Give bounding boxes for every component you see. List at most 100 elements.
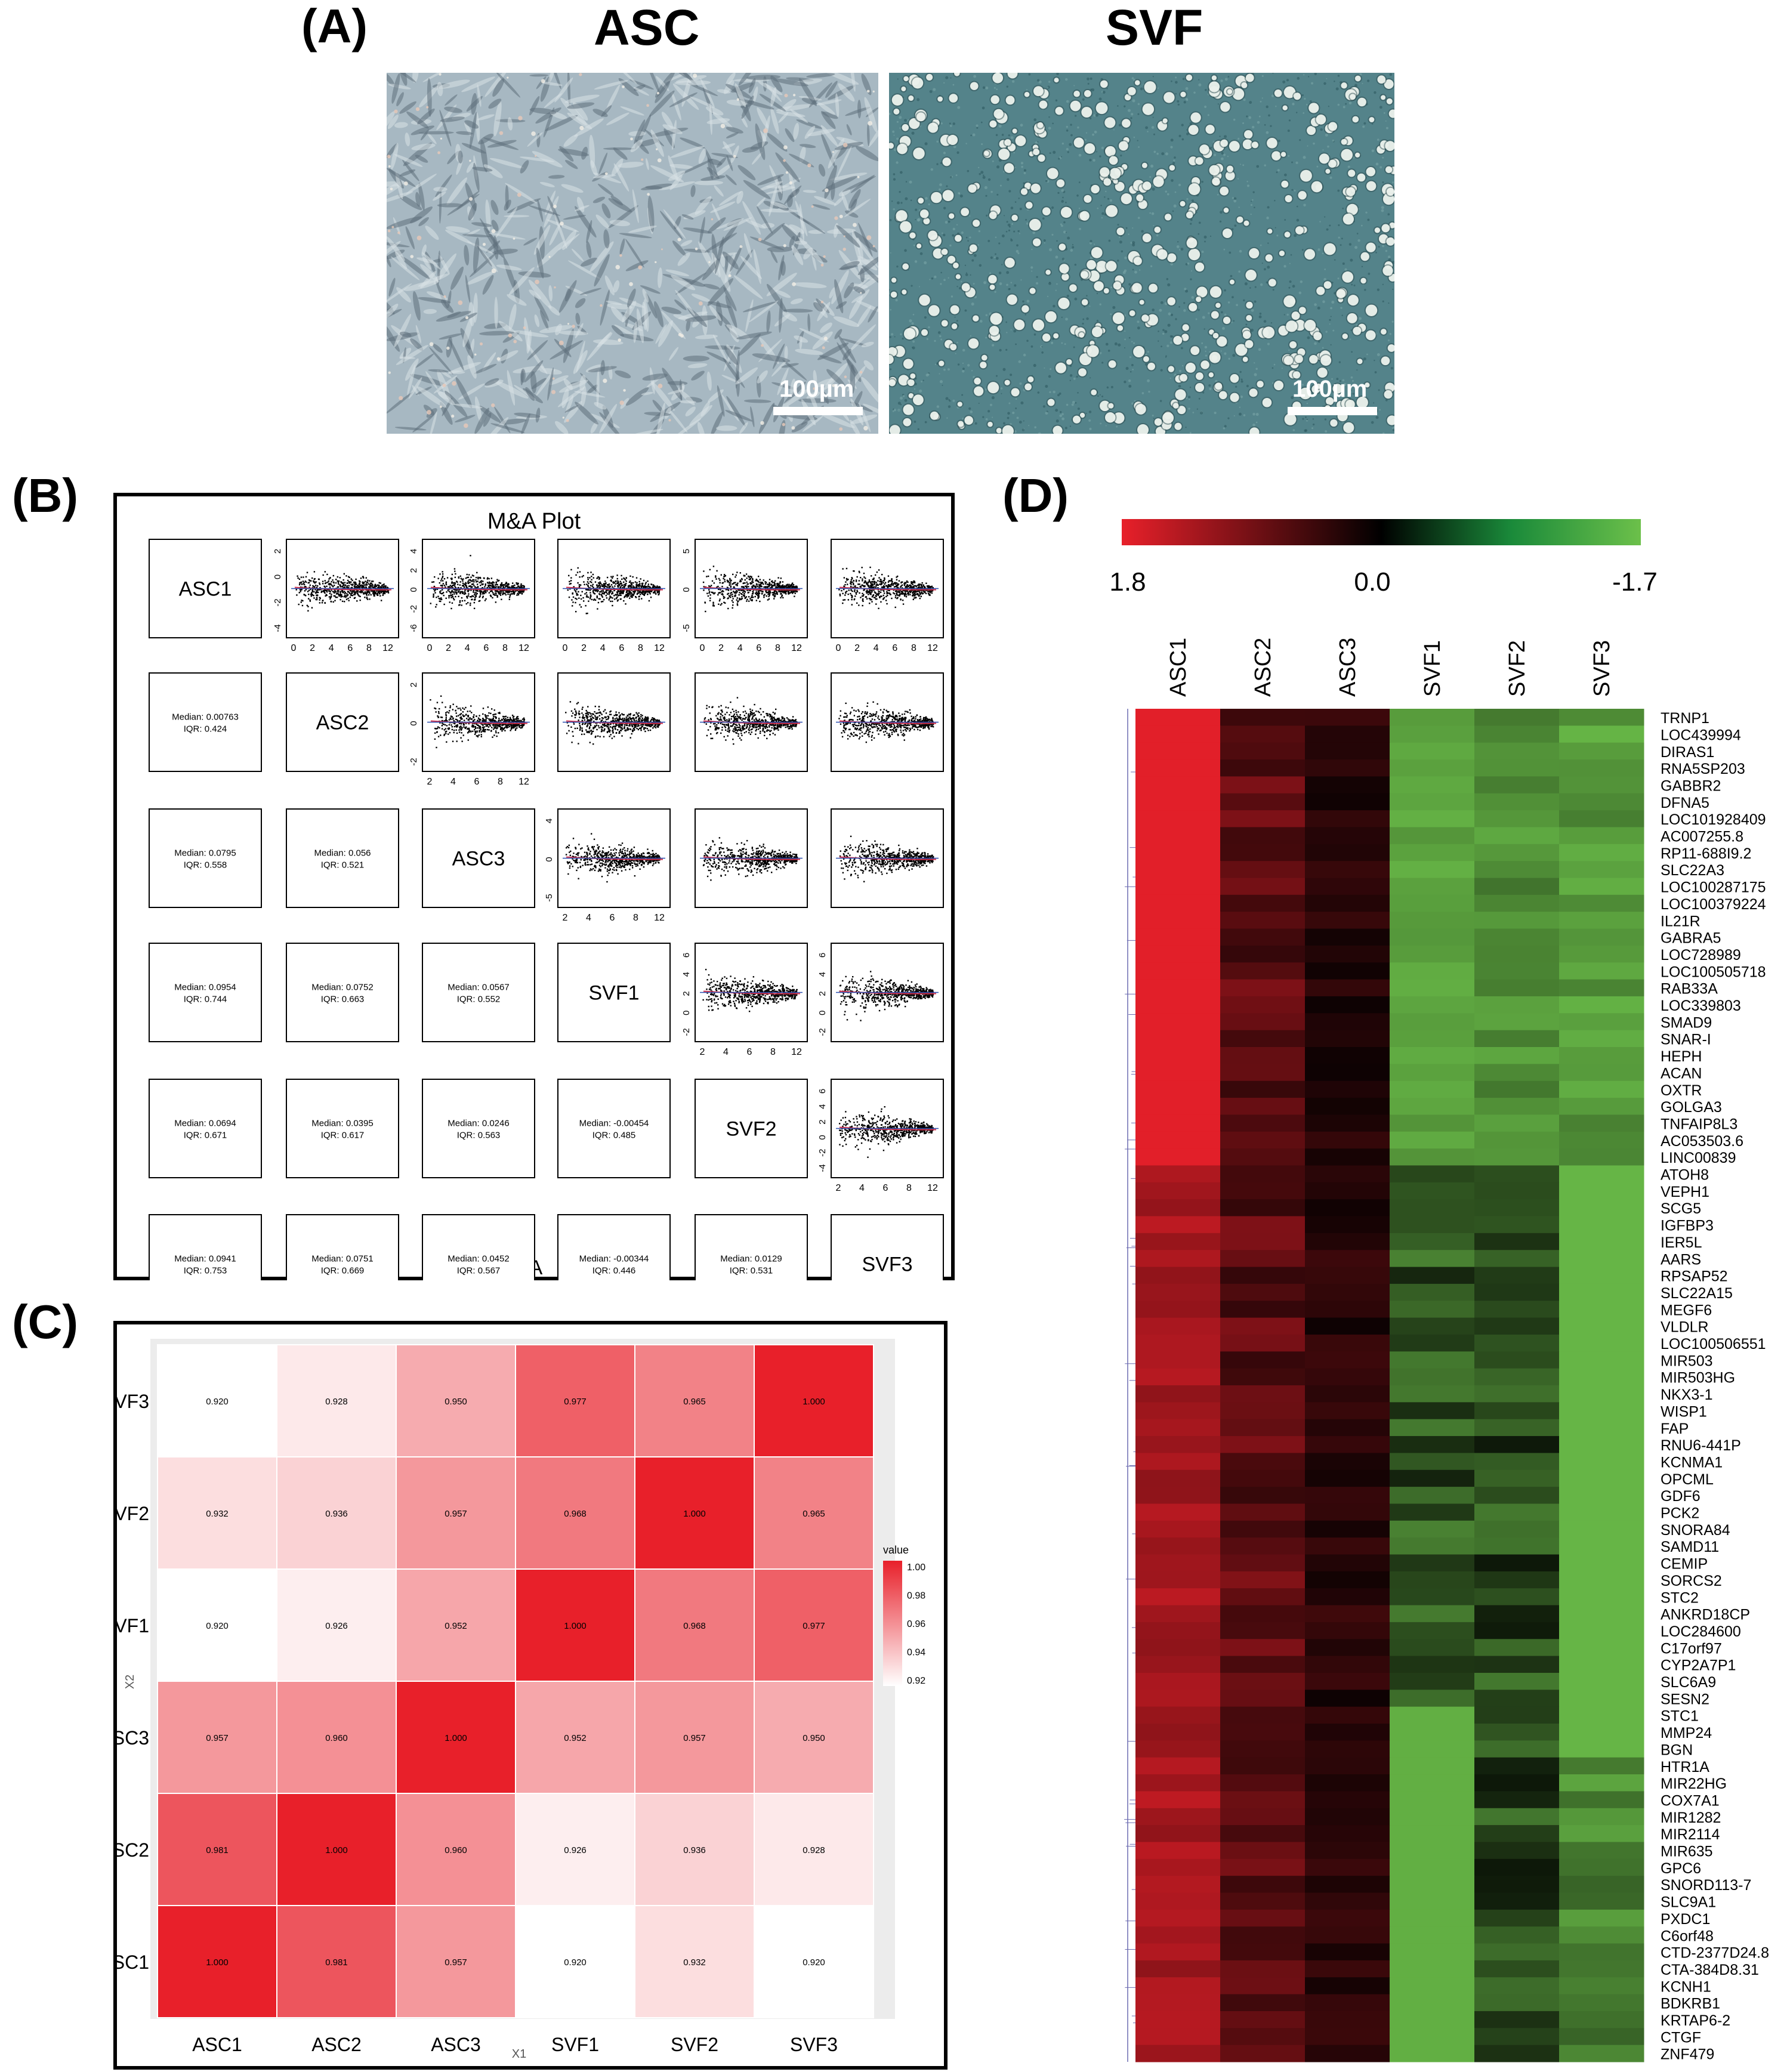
ma-point — [588, 600, 590, 602]
asc-micrograph: 100µm — [387, 73, 878, 434]
asc-cell — [722, 251, 739, 270]
ma-x-tick: 4 — [465, 643, 470, 653]
svf-cell — [1185, 362, 1196, 373]
svf-debris — [1066, 295, 1069, 298]
svf-debris — [1252, 199, 1254, 201]
asc-cell — [763, 223, 785, 242]
ma-point — [359, 580, 361, 583]
svf-debris — [1331, 300, 1335, 304]
ma-point — [365, 577, 368, 579]
ma-point — [347, 576, 350, 578]
svf-cell — [1106, 205, 1118, 217]
svf-cell — [1317, 368, 1328, 378]
asc-cell — [507, 117, 513, 131]
ma-point — [363, 593, 365, 595]
ma-point — [319, 586, 321, 589]
ma-point — [362, 581, 363, 583]
ma-point — [457, 591, 459, 593]
svf-debris — [1356, 369, 1358, 371]
asc-cell — [598, 152, 607, 175]
asc-cell — [595, 214, 610, 229]
svf-debris — [911, 322, 914, 325]
svf-cell — [1188, 125, 1199, 135]
svf-debris — [1387, 255, 1391, 259]
svf-cell — [923, 218, 930, 225]
asc-bright-spot — [469, 159, 471, 162]
svf-cell — [1081, 299, 1088, 305]
svf-cell — [981, 354, 987, 361]
svf-debris — [1010, 239, 1013, 242]
asc-bright-spot — [619, 400, 624, 405]
svf-debris — [1090, 240, 1092, 243]
ma-loess-line — [430, 586, 528, 591]
svf-debris — [1055, 99, 1058, 102]
asc-cell — [567, 112, 592, 129]
svf-cell — [1091, 247, 1103, 258]
ma-point — [332, 601, 334, 603]
asc-cell — [779, 298, 783, 333]
ma-point — [378, 586, 379, 588]
asc-bright-spot — [820, 264, 824, 267]
svf-debris — [980, 121, 983, 123]
svf-debris — [1098, 97, 1102, 101]
asc-cell — [561, 184, 584, 193]
ma-point — [511, 587, 514, 589]
asc-bright-spot — [863, 425, 868, 431]
asc-cell — [669, 92, 698, 107]
svf-debris — [1224, 425, 1227, 428]
ma-point — [319, 597, 321, 599]
svf-cell — [1381, 224, 1390, 233]
ma-point — [519, 589, 521, 592]
ma-point — [351, 592, 353, 594]
ma-point — [346, 582, 348, 584]
ma-point — [474, 594, 476, 596]
svf-debris — [1300, 280, 1303, 283]
asc-bright-spot — [439, 73, 442, 76]
svf-cell — [1104, 117, 1116, 128]
ma-point — [612, 586, 613, 588]
svf-debris — [978, 402, 980, 404]
svf-cell — [918, 197, 924, 204]
asc-cell — [438, 254, 450, 274]
svf-debris — [1185, 289, 1189, 293]
svf-cell — [910, 373, 916, 379]
ma-point — [508, 583, 510, 585]
svf-debris — [1189, 431, 1192, 434]
svf-cell — [1282, 105, 1288, 111]
ma-point — [376, 594, 379, 596]
svf-debris — [948, 220, 950, 223]
svf-debris — [1066, 100, 1069, 103]
ma-point — [583, 581, 585, 583]
ma-point — [348, 585, 350, 586]
svf-debris — [1153, 225, 1155, 227]
asc-cell — [844, 199, 871, 217]
asc-bright-spot — [603, 378, 607, 383]
ma-point — [330, 583, 332, 585]
svf-debris — [1299, 139, 1301, 141]
svf-debris — [982, 86, 986, 89]
ma-point — [638, 589, 640, 592]
svf-debris — [1057, 394, 1060, 397]
ma-point — [434, 590, 436, 592]
svf-cell — [1056, 179, 1065, 187]
svf-debris — [1034, 426, 1036, 429]
svf-debris — [933, 88, 936, 91]
svf-debris — [1374, 91, 1377, 94]
ma-point — [493, 586, 495, 589]
asc-cell — [488, 98, 502, 109]
svf-debris — [1239, 163, 1241, 165]
ma-point — [311, 594, 314, 596]
svf-debris — [1303, 112, 1305, 114]
asc-cell — [726, 73, 736, 86]
svf-debris — [1006, 221, 1008, 223]
svf-cell — [1195, 383, 1205, 392]
ma-point — [490, 585, 492, 587]
ma-point — [460, 578, 462, 579]
svf-debris — [1082, 318, 1085, 320]
ma-point — [350, 594, 352, 597]
ma-point — [442, 585, 443, 586]
asc-bright-spot — [558, 340, 564, 345]
svf-debris — [961, 231, 964, 234]
ma-point — [484, 590, 486, 592]
ma-point — [507, 590, 508, 592]
